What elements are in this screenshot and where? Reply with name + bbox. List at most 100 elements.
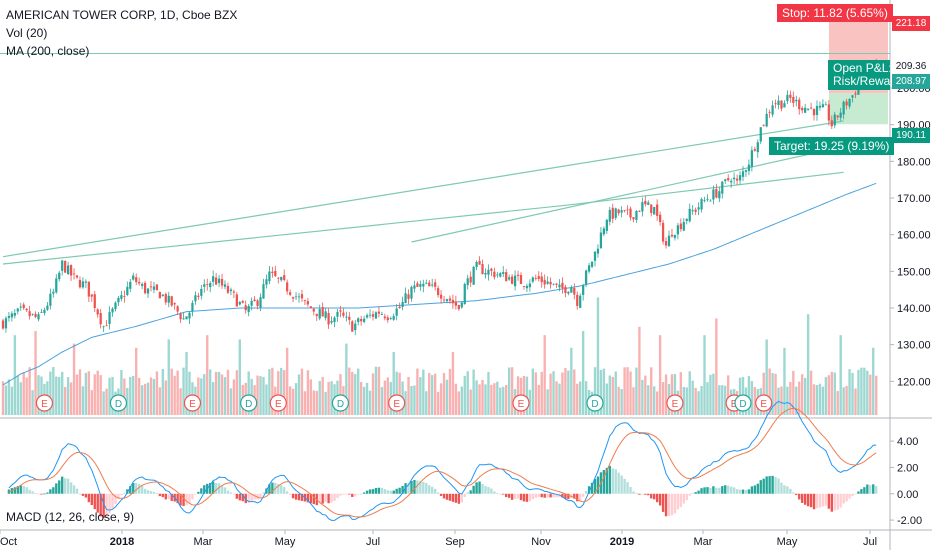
candle <box>839 107 842 122</box>
volume-legend[interactable]: Vol (20) <box>6 26 48 40</box>
earnings-marker[interactable]: E <box>183 394 202 412</box>
dividend-marker[interactable]: D <box>109 394 128 412</box>
dividend-marker[interactable]: D <box>331 394 350 412</box>
candle <box>490 267 493 277</box>
candle-body <box>605 219 608 231</box>
macd-histogram-bar <box>410 481 413 494</box>
volume-bar <box>457 391 461 415</box>
candle <box>735 174 739 185</box>
candle <box>658 211 662 226</box>
candle <box>277 277 280 284</box>
earnings-marker[interactable]: E <box>35 394 54 412</box>
earnings-marker[interactable]: E <box>755 394 773 412</box>
volume-bar <box>436 391 440 415</box>
candle <box>90 294 93 302</box>
candle-body <box>283 275 286 280</box>
macd-histogram-bar <box>229 492 233 494</box>
macd-histogram-bar <box>72 485 76 494</box>
volume-bar <box>499 387 502 415</box>
candle <box>448 295 452 304</box>
macd-histogram-bar <box>718 487 721 494</box>
candle <box>43 307 46 316</box>
candle <box>321 302 324 317</box>
candle-body <box>398 306 401 309</box>
candle-body <box>656 204 659 216</box>
candle-body <box>454 301 458 306</box>
volume-bar <box>280 367 283 415</box>
candle <box>333 316 336 328</box>
macd-histogram-bar <box>309 493 313 504</box>
candle <box>4 316 8 333</box>
candle-body <box>303 300 307 301</box>
candle <box>303 299 307 306</box>
macd-tick-label: 4.00 <box>897 436 918 448</box>
macd-histogram-bar <box>650 493 653 499</box>
candle-body <box>354 323 357 331</box>
candle <box>499 272 502 278</box>
candle <box>336 308 339 322</box>
volume-bar <box>564 368 567 415</box>
macd-legend[interactable]: MACD (12, 26, close, 9) <box>6 510 135 524</box>
volume-bar <box>306 370 310 415</box>
macd-histogram-bar <box>377 487 381 494</box>
volume-bar <box>105 388 108 415</box>
candle-body <box>590 261 594 267</box>
candle-body <box>416 283 419 287</box>
candle <box>676 222 680 240</box>
candle-body <box>534 277 537 279</box>
macd-histogram-bar <box>49 489 52 494</box>
symbol-title[interactable]: AMERICAN TOWER CORP, 1D, Cboe BZX <box>6 8 238 22</box>
candle-body <box>345 316 348 318</box>
candle-body <box>614 208 617 218</box>
macd-histogram-bar <box>499 493 502 495</box>
candle-body <box>531 277 534 282</box>
earnings-marker[interactable]: E <box>269 394 287 412</box>
volume-bar <box>709 374 712 415</box>
candle-body <box>277 277 280 279</box>
macd-histogram-bar <box>809 493 813 508</box>
volume-bar <box>792 370 795 415</box>
time-tick-label: 2018 <box>110 536 134 548</box>
macd-histogram-bar <box>611 468 614 494</box>
candle <box>223 280 227 290</box>
candle-body <box>368 314 372 316</box>
macd-histogram-bar <box>587 486 591 494</box>
dividend-marker[interactable]: D <box>586 394 604 412</box>
macd-histogram-bar <box>108 493 111 514</box>
candle <box>727 174 730 182</box>
candle-body <box>75 275 79 278</box>
candle-body <box>179 313 182 320</box>
candle-body <box>61 260 64 271</box>
volume-bar <box>197 377 200 415</box>
dividend-marker[interactable]: D <box>240 394 258 412</box>
candle-body <box>712 189 715 200</box>
candle-body <box>516 274 520 276</box>
earnings-marker[interactable]: E <box>512 394 530 412</box>
volume-bar <box>226 369 230 415</box>
earnings-marker[interactable]: E <box>666 394 684 412</box>
candle <box>833 111 836 129</box>
candle-body <box>1 320 5 329</box>
candle-body <box>691 210 694 212</box>
candle-body <box>756 142 759 153</box>
macd-histogram-bar <box>359 493 363 495</box>
candle <box>570 285 573 293</box>
event-circle <box>586 394 604 412</box>
earnings-marker[interactable]: E <box>388 394 406 412</box>
dividend-marker[interactable]: D <box>734 394 752 412</box>
macd-histogram-bar <box>318 493 321 504</box>
candle <box>777 95 780 110</box>
macd-histogram-bar <box>774 476 777 494</box>
candle-body <box>185 316 188 320</box>
candle <box>309 305 312 309</box>
ma-legend[interactable]: MA (200, close) <box>6 44 90 58</box>
macd-histogram-bar <box>321 493 324 504</box>
event-letter: E <box>275 399 282 410</box>
macd-histogram-bar <box>37 493 40 495</box>
candle-body <box>676 225 680 235</box>
volume-bar <box>359 381 363 415</box>
candle-body <box>333 317 336 323</box>
candle <box>13 308 16 319</box>
candle-body <box>389 318 392 319</box>
